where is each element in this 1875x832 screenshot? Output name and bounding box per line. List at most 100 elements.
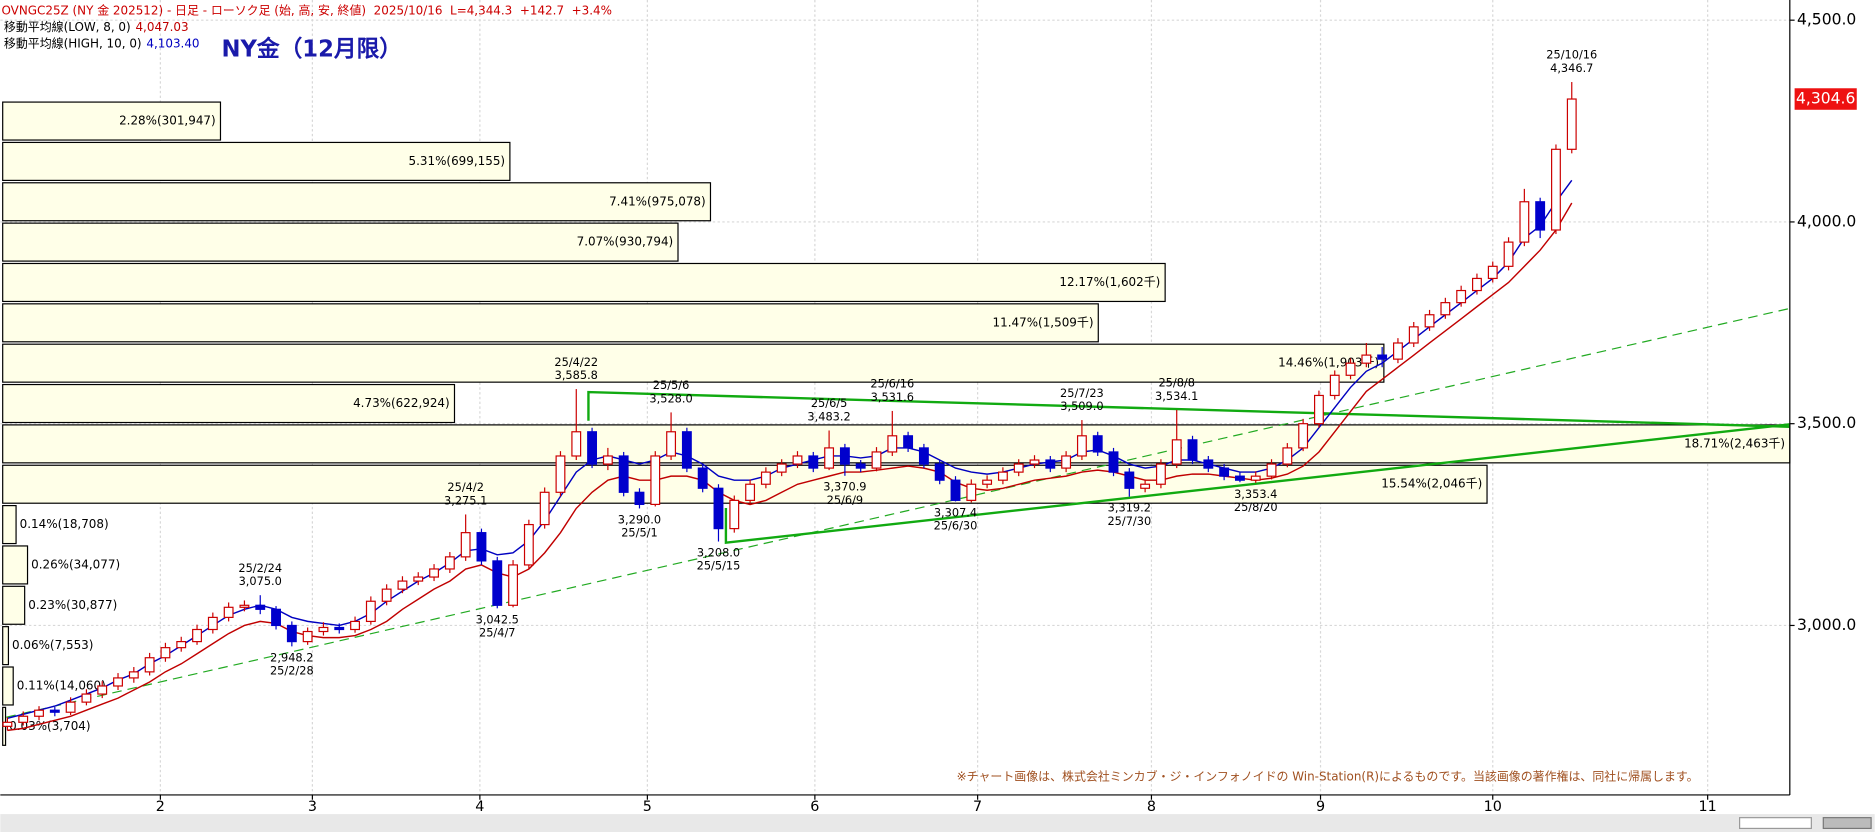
candle-body [760, 471, 771, 485]
annotation-date: 25/6/5 [811, 396, 848, 410]
candle-body [160, 647, 171, 659]
y-tick-label: 4,000.0 [1797, 212, 1856, 230]
candle-body [1361, 354, 1372, 364]
candle-body [1298, 423, 1309, 449]
candle-body [1061, 455, 1072, 469]
legend-entry: 移動平均線(LOW, 8, 0) [4, 19, 131, 34]
annotation-price: 3,531.6 [871, 390, 914, 404]
volume-label: 12.17%(1,602千) [1059, 275, 1160, 289]
volume-label: 2.28%(301,947) [119, 114, 216, 128]
candle-body [855, 463, 866, 469]
scrollbar[interactable] [1739, 817, 1812, 830]
candle-body [128, 671, 139, 679]
candle-body [1029, 459, 1040, 465]
volume-label: 18.71%(2,463千) [1684, 436, 1785, 450]
x-tick-label: 9 [1316, 799, 1325, 815]
annotation-date: 25/4/22 [554, 355, 598, 369]
candle-body [34, 709, 44, 717]
chart-title: NY金（12月限） [221, 36, 402, 63]
candle-body [571, 431, 582, 457]
annotation-price: 3,528.0 [649, 391, 692, 405]
annotation-price: 3,585.8 [555, 368, 598, 382]
candle-body [1408, 326, 1419, 344]
legend-value: 4,047.03 [135, 20, 188, 34]
candle-body [1108, 451, 1119, 473]
candle-body [413, 576, 424, 582]
volume-label: 15.54%(2,046千) [1381, 477, 1482, 491]
annotations: 25/2/243,075.0 2,948.225/2/28 25/4/23,275.… [238, 48, 1597, 678]
volume-label: 5.31%(699,155) [409, 154, 506, 168]
annotation-date: 25/5/1 [621, 526, 658, 540]
candle-body [207, 616, 218, 631]
candle-body [302, 630, 313, 643]
volume-bar [2, 383, 456, 424]
candle-body [318, 626, 329, 633]
zoom-buttons[interactable] [1822, 817, 1872, 830]
volume-label: 0.11%(14,060) [17, 678, 106, 692]
scroll-area [0, 814, 1875, 832]
candle-body [1140, 483, 1151, 489]
candle-body [286, 624, 297, 643]
annotation-date: 25/4/7 [479, 625, 516, 639]
x-tick-label: 6 [810, 799, 819, 815]
x-tick-label: 7 [973, 799, 982, 815]
volume-bar [2, 545, 29, 585]
candle-body [1440, 302, 1451, 316]
candle-body [350, 620, 360, 631]
candle-body [1345, 362, 1356, 376]
candle-body [1250, 475, 1261, 481]
x-tick-label: 8 [1147, 799, 1156, 815]
annotation-price: 3,208.0 [697, 545, 740, 559]
candle-body [839, 447, 850, 465]
candle-body [429, 568, 439, 578]
candle-body [1377, 354, 1388, 360]
annotation-date: 25/10/16 [1546, 48, 1597, 62]
x-tick-label: 3 [308, 799, 317, 815]
candle-body [1266, 463, 1277, 477]
candle-body [381, 588, 392, 602]
annotation-price: 3,534.1 [1155, 389, 1198, 403]
annotation-date: 25/5/15 [697, 559, 741, 573]
candle-body [444, 556, 455, 570]
candle-body [697, 467, 708, 489]
annotation-date: 25/8/8 [1158, 376, 1195, 390]
candle-body [1472, 277, 1482, 292]
candle-body [223, 606, 234, 618]
annotation-date: 25/6/16 [870, 377, 914, 391]
volume-bar [2, 303, 1099, 343]
legend-entry: 移動平均線(HIGH, 10, 0) [4, 36, 142, 51]
note: ※チャート画像は、株式会社ミンカブ・ジ・インフォノイドの Win-Station… [957, 769, 1699, 784]
y-tick-label: 3,500.0 [1797, 414, 1856, 432]
candle-body [634, 491, 645, 506]
candle-body [587, 431, 598, 465]
candle-body [1219, 467, 1230, 477]
candle-body [729, 499, 740, 530]
candle-body [144, 657, 155, 673]
y-tick-label: 3,000.0 [1797, 616, 1856, 634]
candle-body [555, 455, 566, 493]
candle-body [1424, 314, 1435, 328]
x-tick-label: 11 [1699, 799, 1717, 815]
volume-bar [2, 666, 14, 706]
candle-body [918, 447, 929, 465]
candle-body [1519, 201, 1530, 243]
annotation-date: 25/2/28 [270, 663, 314, 677]
candle-body [602, 455, 613, 465]
x-tick-label: 5 [643, 799, 652, 815]
annotation-date: 25/8/20 [1234, 500, 1278, 514]
candle-body [176, 641, 187, 649]
volume-label: 0.26%(34,077) [31, 557, 120, 571]
candle-body [476, 532, 487, 562]
candle-body [1393, 342, 1403, 360]
last-price-label: 4,304.6 [1796, 90, 1855, 108]
annotation-date: 25/5/6 [653, 378, 690, 392]
annotation-price: 4,346.7 [1550, 61, 1593, 75]
volume-label: 7.07%(930,794) [577, 235, 674, 249]
candle-body [792, 455, 803, 465]
volume-bar [2, 182, 712, 222]
annotation-price: 3,290.0 [618, 512, 661, 526]
annotation-date: 25/4/2 [447, 480, 484, 494]
candle-body [397, 580, 408, 590]
volume-bar [2, 222, 679, 262]
